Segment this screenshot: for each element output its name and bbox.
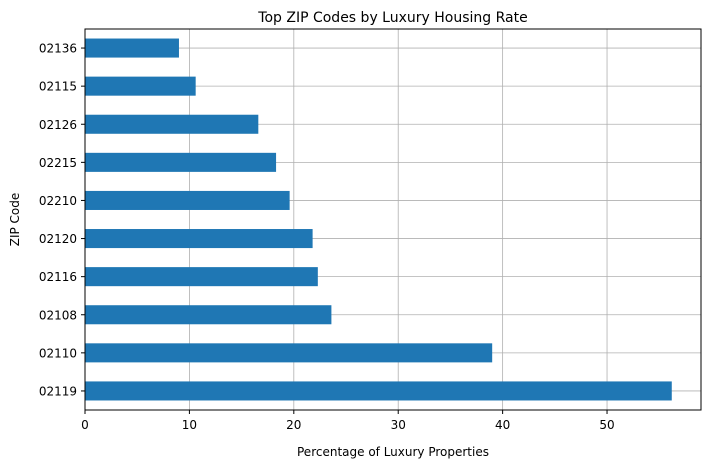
bars <box>85 38 672 401</box>
bar-02126 <box>85 114 259 134</box>
chart-title: Top ZIP Codes by Luxury Housing Rate <box>257 10 527 26</box>
x-tick-label: 0 <box>81 418 89 432</box>
bar-02120 <box>85 229 313 249</box>
y-tick-label: 02210 <box>39 194 77 208</box>
bar-02116 <box>85 267 318 287</box>
bar-02108 <box>85 305 332 325</box>
ticks: 0 10 20 30 40 50 02119 02110 02108 02116 02120 0221… <box>39 42 615 432</box>
y-tick-label: 02108 <box>39 308 77 322</box>
x-tick-label: 50 <box>599 418 614 432</box>
y-tick-label: 02215 <box>39 156 77 170</box>
y-tick-label: 02116 <box>39 270 77 284</box>
bar-02115 <box>85 76 196 96</box>
y-tick-label: 02115 <box>39 80 77 94</box>
bar-02110 <box>85 343 493 363</box>
y-tick-label: 02110 <box>39 346 77 360</box>
y-tick-label: 02126 <box>39 118 77 132</box>
bar-02119 <box>85 381 672 401</box>
x-tick-label: 20 <box>286 418 301 432</box>
plot-frame <box>84 28 702 411</box>
bar-02136 <box>85 38 179 58</box>
x-tick-label: 10 <box>182 418 197 432</box>
y-tick-label: 02119 <box>39 384 77 398</box>
bar-02210 <box>85 190 290 210</box>
y-tick-label: 02120 <box>39 232 77 246</box>
x-tick-label: 30 <box>391 418 406 432</box>
x-tick-label: 40 <box>495 418 510 432</box>
bar-02215 <box>85 152 277 172</box>
y-tick-label: 02136 <box>39 42 77 56</box>
x-axis-label: Percentage of Luxury Properties <box>297 445 489 459</box>
y-axis-label: ZIP Code <box>8 193 22 247</box>
